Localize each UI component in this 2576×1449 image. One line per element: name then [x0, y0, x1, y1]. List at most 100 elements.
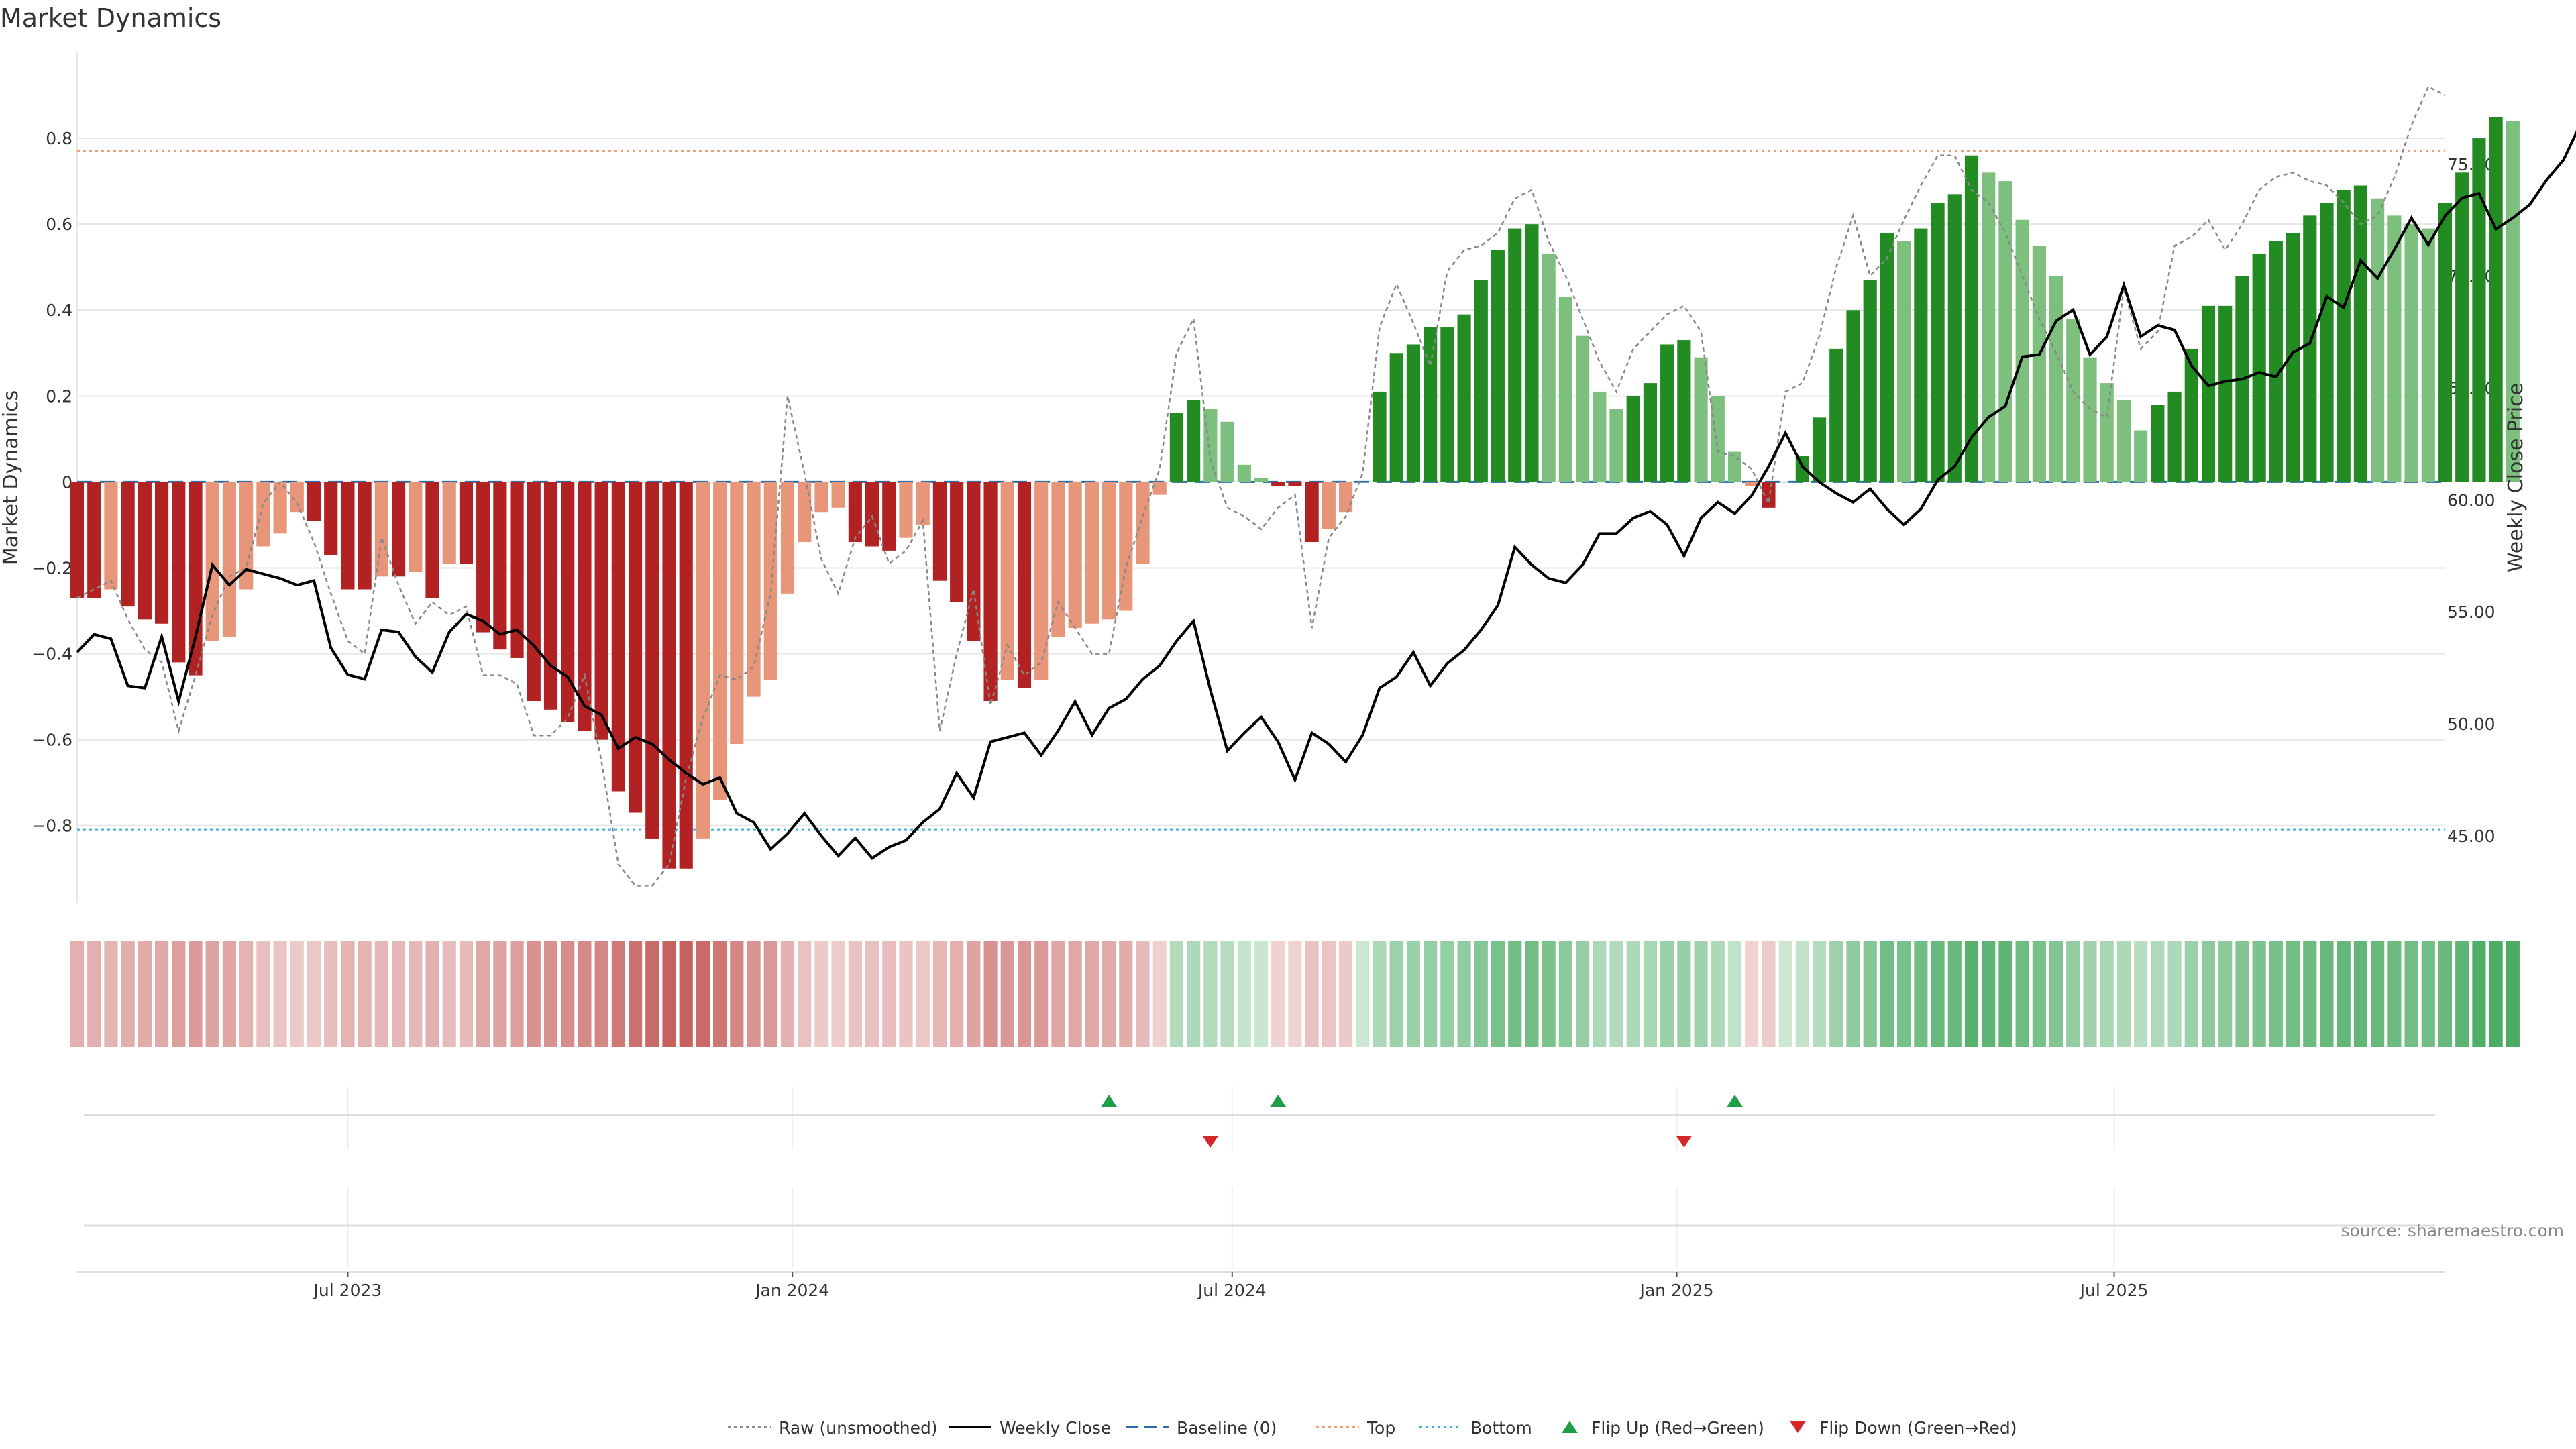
dynamics-bar	[442, 482, 456, 564]
left-tick-label: 0.2	[46, 386, 72, 406]
dynamics-bar	[1931, 203, 1945, 482]
regime-strip-cell	[2167, 941, 2182, 1046]
dynamics-bar	[1457, 314, 1471, 482]
regime-strip-cell	[1102, 941, 1116, 1046]
regime-strip-cell	[1914, 941, 1928, 1046]
dynamics-bar	[425, 482, 439, 598]
regime-strip-cell	[2066, 941, 2080, 1046]
dynamics-bar	[1322, 482, 1336, 529]
regime-strip-cell	[2320, 941, 2334, 1046]
dynamics-bar	[307, 482, 321, 521]
regime-strip-cell	[1373, 941, 1387, 1046]
dynamics-bar	[2387, 215, 2402, 482]
dynamics-bar	[578, 482, 592, 731]
dynamics-bar	[1440, 327, 1454, 482]
dynamics-bar	[1982, 172, 1996, 482]
dynamics-bar	[1863, 280, 1877, 482]
regime-strip-cell	[2506, 941, 2520, 1046]
regime-strip-cell	[1677, 941, 1691, 1046]
regime-strip-cell	[1356, 941, 1370, 1046]
regime-strip-cell	[1575, 941, 1590, 1046]
regime-strip-cell	[1863, 941, 1877, 1046]
dynamics-bar	[798, 482, 812, 543]
dynamics-bar	[2032, 246, 2046, 482]
regime-strip-cell	[611, 941, 625, 1046]
regime-strip-cell	[780, 941, 795, 1046]
regime-strip-cell	[425, 941, 439, 1046]
regime-strip-cell	[1491, 941, 1505, 1046]
right-tick-label: 60.00	[2447, 490, 2496, 510]
dynamics-bar	[1914, 228, 1928, 482]
dynamics-bar	[2303, 215, 2317, 482]
legend-flip-down-icon	[1790, 1421, 1806, 1433]
flip-up-marker	[1727, 1095, 1743, 1107]
regime-strip-cell	[2100, 941, 2114, 1046]
dynamics-bar	[1288, 482, 1302, 486]
x-tick-label: Jul 2023	[313, 1281, 382, 1300]
dynamics-bar	[1677, 340, 1691, 482]
regime-strip-cell	[476, 941, 490, 1046]
x-axis-ticks: Jul 2023 Jan 2024 Jul 2024 Jan 2025 Jul 2025	[313, 1272, 2148, 1300]
dynamics-bar	[2286, 232, 2300, 482]
dynamics-bar	[1880, 232, 1894, 482]
dynamics-bar	[831, 482, 845, 508]
dynamics-bar	[87, 482, 101, 598]
regime-strip-cell	[2303, 941, 2317, 1046]
legend-flip-up-icon	[1562, 1421, 1578, 1433]
flip-up-marker	[1101, 1095, 1118, 1107]
dynamics-bar	[2049, 276, 2063, 482]
dynamics-bar	[1711, 396, 1725, 482]
main-panel: 0.8 0.6 0.4 0.2 0 −0.2 −0.4 −0.6 −0.8 75.00 70.00…	[0, 52, 2576, 903]
dynamics-bar	[1542, 254, 1556, 482]
dynamics-bar	[1187, 400, 1201, 482]
regime-strip-cell	[2252, 941, 2266, 1046]
dynamics-bar	[493, 482, 507, 650]
regime-strip	[70, 941, 2520, 1046]
regime-strip-cell	[1897, 941, 1911, 1046]
dynamics-bar	[2116, 400, 2131, 482]
regime-strip-cell	[2472, 941, 2486, 1046]
regime-strip-cell	[848, 941, 862, 1046]
regime-strip-cell	[527, 941, 541, 1046]
dynamics-bar	[341, 482, 355, 590]
x-tick-label: Jan 2024	[754, 1281, 829, 1300]
regime-strip-cell	[121, 941, 135, 1046]
bottom-panel: Jul 2023 Jan 2024 Jul 2024 Jan 2025 Jul 2025…	[77, 1187, 2564, 1300]
dynamics-bar	[1119, 482, 1133, 611]
dynamics-bar	[1727, 451, 1742, 482]
regime-strip-cell	[1169, 941, 1184, 1046]
dynamics-bar	[104, 482, 118, 590]
right-tick-label: 55.00	[2447, 602, 2496, 622]
regime-strip-cell	[543, 941, 558, 1046]
regime-strip-cell	[1812, 941, 1827, 1046]
regime-strip-cell	[493, 941, 507, 1046]
dynamics-bar	[2015, 219, 2029, 482]
legend-label: Flip Down (Green→Red)	[1819, 1418, 2017, 1438]
regime-strip-cell	[2438, 941, 2453, 1046]
dynamics-bar	[932, 482, 947, 581]
dynamics-bar	[814, 482, 828, 513]
regime-strip-cell	[865, 941, 879, 1046]
regime-strip-cell	[1982, 941, 1996, 1046]
regime-strip-cell	[459, 941, 474, 1046]
dynamics-bar	[2371, 198, 2385, 482]
regime-strip-cell	[1136, 941, 1150, 1046]
dynamics-bar	[2100, 383, 2114, 482]
legend-label: Bottom	[1470, 1418, 1532, 1438]
flip-down-marker	[1676, 1136, 1693, 1148]
regime-strip-cell	[628, 941, 643, 1046]
dynamics-bar	[172, 482, 186, 663]
dynamics-bar	[2404, 224, 2418, 482]
dynamics-bar	[983, 482, 998, 702]
regime-strip-cell	[1846, 941, 1860, 1046]
regime-strip-cell	[1643, 941, 1658, 1046]
dynamics-bar	[1829, 348, 1843, 482]
dynamics-bar	[1762, 482, 1776, 508]
regime-strip-cell	[1338, 941, 1353, 1046]
dynamics-bar	[1051, 482, 1065, 637]
dynamics-bar	[848, 482, 862, 543]
dynamics-bar	[189, 482, 203, 676]
left-tick-label: −0.6	[32, 731, 72, 750]
regime-strip-cell	[2151, 941, 2165, 1046]
regime-strip-cell	[510, 941, 524, 1046]
